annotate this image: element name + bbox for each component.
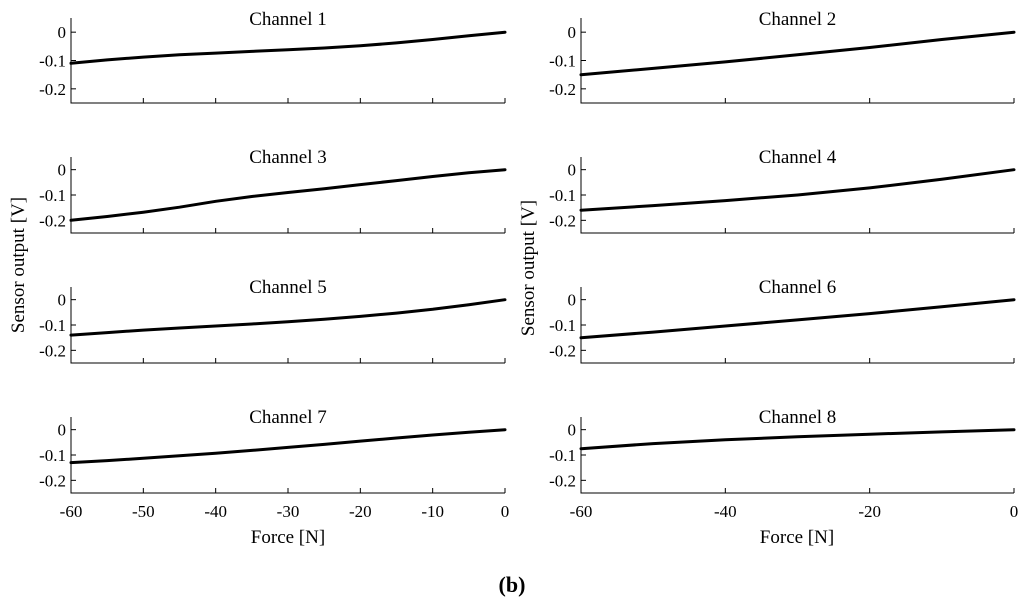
series-line-channel-6	[579, 298, 1016, 340]
panel-channel-7: 0 -0.1 -0.2 -60 -50 -40 -30 -20 -10 0 Channel 7	[39, 407, 509, 521]
x-axis-label-right: Force [N]	[760, 527, 834, 548]
y-tick-label: -0.2	[549, 80, 576, 99]
panel-channel-6: 0 -0.1 -0.2 Channel 6	[549, 277, 1016, 364]
y-tick-label: 0	[568, 421, 577, 440]
figure-caption: (b)	[499, 572, 526, 597]
x-tick-label: -20	[349, 502, 372, 521]
x-tick-label: -10	[421, 502, 444, 521]
panel-title: Channel 5	[249, 277, 327, 298]
y-tick-label: -0.2	[549, 471, 576, 490]
series-line-channel-5	[69, 298, 507, 337]
series-line-channel-3	[69, 168, 507, 222]
panel-channel-4: 0 -0.1 -0.2 Channel 4	[549, 147, 1016, 234]
y-tick-label: -0.1	[39, 186, 66, 205]
y-tick-label: -0.1	[549, 52, 576, 71]
panel-channel-8: 0 -0.1 -0.2 -60 -40 -20 0 Channel 8	[549, 407, 1018, 521]
caption-close-paren: )	[518, 572, 525, 597]
panel-title: Channel 8	[759, 407, 837, 428]
y-tick-label: -0.2	[39, 211, 66, 230]
x-tick-label: -60	[570, 502, 593, 521]
panel-title: Channel 1	[249, 9, 327, 30]
x-tick-label: -40	[714, 502, 737, 521]
x-tick-label: -30	[277, 502, 300, 521]
panel-title: Channel 4	[759, 147, 837, 168]
y-tick-label: -0.2	[39, 471, 66, 490]
y-tick-label: 0	[58, 421, 67, 440]
series-line-channel-7	[69, 428, 507, 465]
panel-title: Channel 7	[249, 407, 327, 428]
y-tick-label: -0.2	[549, 341, 576, 360]
axes-frame	[70, 417, 505, 494]
y-tick-label: -0.1	[39, 446, 66, 465]
y-tick-label: -0.1	[39, 316, 66, 335]
x-tick-label: -20	[858, 502, 881, 521]
y-tick-label: -0.2	[39, 80, 66, 99]
y-tick-label: 0	[568, 161, 577, 180]
panel-title: Channel 6	[759, 277, 837, 298]
y-tick-label: -0.1	[39, 52, 66, 71]
axes-frame	[580, 417, 1014, 494]
x-tick-label: -40	[204, 502, 227, 521]
series-line-channel-8	[579, 428, 1016, 451]
axes-frame	[580, 18, 1014, 104]
y-tick-label: -0.1	[549, 316, 576, 335]
x-axis-label-left: Force [N]	[251, 527, 325, 548]
series-line-channel-2	[579, 30, 1016, 77]
y-tick-label: 0	[568, 291, 577, 310]
panel-title: Channel 3	[249, 147, 327, 168]
caption-open-paren: (	[499, 572, 506, 597]
axes-frame	[580, 287, 1014, 364]
axes-frame	[70, 157, 505, 234]
x-tick-label: 0	[1010, 502, 1019, 521]
y-tick-label: 0	[58, 291, 67, 310]
y-tick-label: 0	[58, 23, 67, 42]
x-tick-label: -50	[132, 502, 155, 521]
y-axis-label-left: Sensor output [V]	[8, 197, 29, 333]
y-tick-label: -0.2	[39, 341, 66, 360]
x-tick-label: 0	[501, 502, 510, 521]
series-line-channel-1	[69, 30, 507, 65]
panel-channel-1: 0 -0.1 -0.2 Channel 1	[39, 9, 507, 104]
y-tick-label: -0.1	[549, 186, 576, 205]
panel-channel-5: 0 -0.1 -0.2 Channel 5	[39, 277, 507, 364]
y-tick-label: -0.1	[549, 446, 576, 465]
x-tick-label: -60	[60, 502, 83, 521]
y-tick-label: 0	[58, 161, 67, 180]
axes-frame	[70, 18, 505, 104]
caption-letter: b	[506, 572, 518, 597]
subplot-grid: 0 -0.1 -0.2 Channel 1 0 -0.1 -0.2 Channel 2 0 -0.…	[39, 9, 1018, 521]
series-line-channel-4	[579, 168, 1016, 212]
y-tick-label: 0	[568, 23, 577, 42]
y-tick-label: -0.2	[549, 211, 576, 230]
panel-title: Channel 2	[759, 9, 837, 30]
panel-channel-3: 0 -0.1 -0.2 Channel 3	[39, 147, 507, 234]
axes-frame	[70, 287, 505, 364]
panel-channel-2: 0 -0.1 -0.2 Channel 2	[549, 9, 1016, 104]
y-axis-label-right: Sensor output [V]	[518, 200, 539, 336]
